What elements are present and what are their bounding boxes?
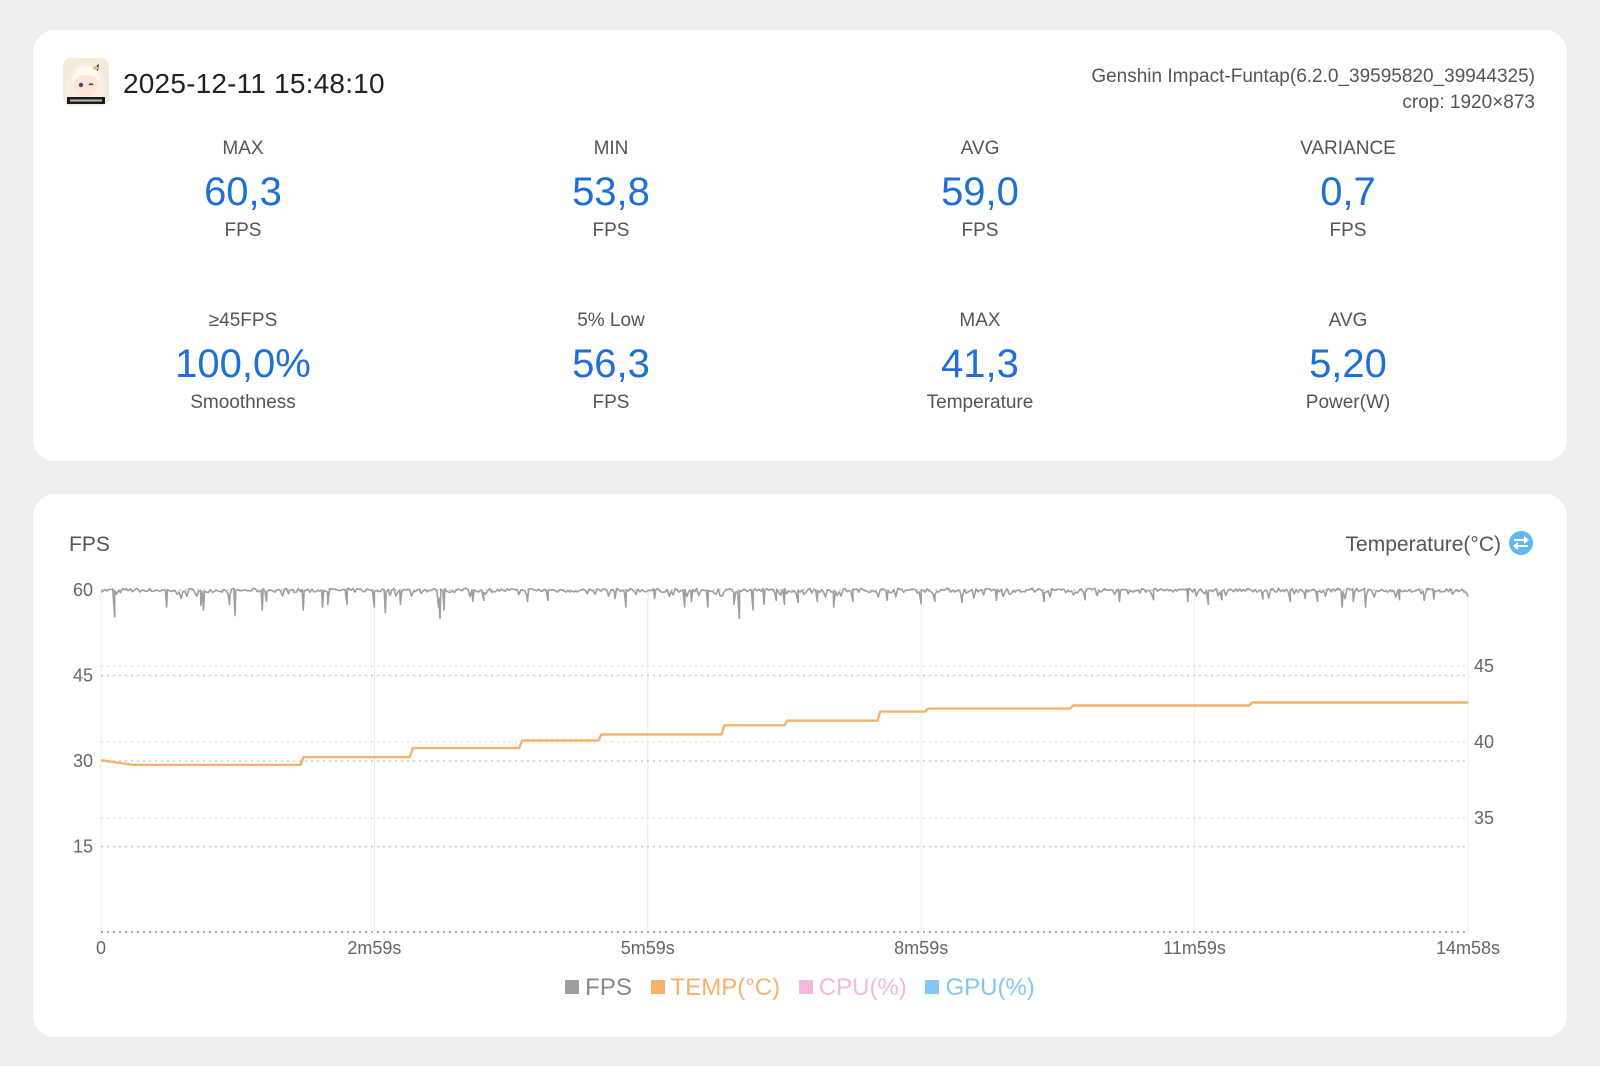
metric-label: MAX [222,138,264,159]
metric-max-temperature: MAX 41,3 Temperature [830,309,1130,415]
y-left-tick-label: 15 [73,837,93,857]
metric-value: 56,3 [572,342,650,386]
metric-avg-fps: AVG 59,0 FPS [830,137,1130,243]
x-tick-label: 2m59s [347,938,401,958]
summary-card: 2025-12-11 15:48:10 Genshin Impact-Funta… [33,30,1567,461]
x-tick-label: 11m59s [1163,938,1226,958]
y-left-tick-label: 45 [73,666,93,686]
legend-swatch [798,980,813,994]
y-left-tick-label: 60 [73,580,93,600]
metric-unit: FPS [592,220,630,241]
metric-value: 0,7 [1320,170,1376,214]
metric-max-fps: MAX 60,3 FPS [93,137,393,243]
metric-variance: VARIANCE 0,7 FPS [1198,137,1498,243]
metric-value: 59,0 [941,170,1019,214]
game-avatar [63,58,109,106]
metric-unit: FPS [224,220,262,241]
y-right-tick-label: 40 [1474,732,1494,752]
performance-chart: 0 2m59s 5m59s 8m59s 11m59s 14m58s 60 45 30 15 45 40… [73,580,1500,958]
metric-unit: Power(W) [1305,392,1391,413]
crop-size: crop: 1920×873 [1402,92,1535,113]
legend-label: GPU(%) [945,974,1035,1001]
metric-value: 41,3 [941,342,1019,386]
x-tick-label: 5m59s [621,938,675,958]
legend-item-fps[interactable]: FPS [565,974,632,1002]
metric-value: 100,0% [175,342,311,386]
metric-unit: FPS [961,220,999,241]
legend-label: CPU(%) [818,974,907,1001]
legend-swatch [565,980,580,994]
x-tick-label: 8m59s [894,938,948,958]
metric-unit: FPS [1329,220,1367,241]
metric-label: ≥45FPS [208,310,278,331]
x-tick-label: 14m58s [1436,938,1500,958]
metric-unit: FPS [592,392,630,413]
metric-label: 5% Low [577,310,645,331]
metric-value: 53,8 [572,170,650,214]
metric-5pct-low: 5% Low 56,3 FPS [461,309,761,415]
chart-card: 0 2m59s 5m59s 8m59s 11m59s 14m58s 60 45 30 15 45 40… [33,494,1567,1037]
legend-item-gpu[interactable]: GPU(%) [925,974,1035,1002]
metric-avg-power: AVG 5,20 Power(W) [1198,309,1498,415]
legend-label: FPS [585,974,632,1001]
app-meta: Genshin Impact-Funtap(6.2.0_39595820_399… [1091,64,1535,116]
swap-icon[interactable] [1509,531,1533,555]
legend-item-cpu[interactable]: CPU(%) [798,974,907,1002]
metric-label: VARIANCE [1300,138,1396,159]
metric-min-fps: MIN 53,8 FPS [461,137,761,243]
app-name: Genshin Impact-Funtap(6.2.0_39595820_399… [1091,66,1535,87]
x-tick-label: 0 [96,938,106,958]
y-left-tick-label: 30 [73,751,93,771]
metric-value: 60,3 [204,170,282,214]
legend-swatch [650,980,665,994]
metric-label: AVG [960,138,1000,159]
legend-swatch [925,980,940,994]
metric-label: MAX [959,310,1001,331]
metric-unit: Smoothness [190,392,296,413]
chart-legend: FPS TEMP(°C) CPU(%) GPU(%) [33,974,1567,1002]
legend-label: TEMP(°C) [670,974,781,1001]
series-fps-line [100,587,1469,620]
capture-datetime: 2025-12-11 15:48:10 [123,68,385,99]
y-right-tick-label: 35 [1474,808,1494,828]
right-axis-title: Temperature(°C) [1345,533,1501,556]
legend-item-temp[interactable]: TEMP(°C) [650,974,781,1002]
y-right-tick-label: 45 [1474,656,1494,676]
metric-unit: Temperature [926,392,1034,413]
left-axis-title: FPS [69,533,110,556]
metric-label: MIN [593,138,629,159]
series-temp-line [100,701,1468,766]
metric-value: 5,20 [1309,342,1387,386]
metric-label: AVG [1328,310,1368,331]
metric-smoothness: ≥45FPS 100,0% Smoothness [93,309,393,415]
